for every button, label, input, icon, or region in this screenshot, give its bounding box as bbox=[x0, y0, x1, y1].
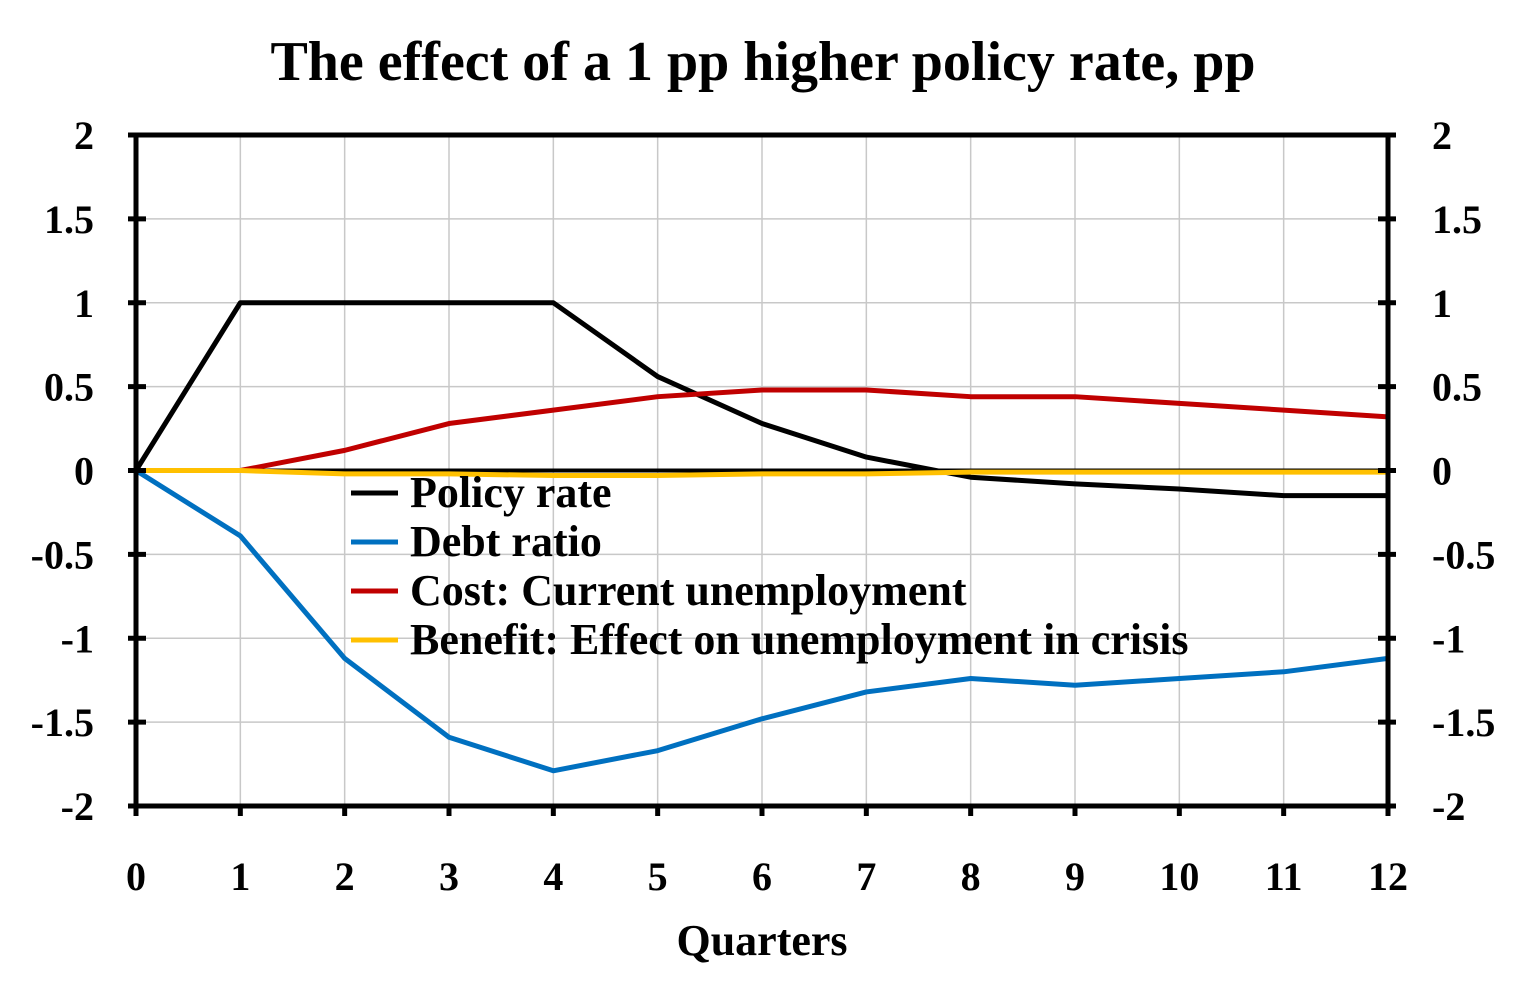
legend-label: Cost: Current unemployment bbox=[410, 566, 967, 615]
debt-ratio-line bbox=[134, 468, 1389, 774]
left-y-tick-label: -0.5 bbox=[31, 532, 94, 577]
right-y-tick-label: 1.5 bbox=[1432, 197, 1482, 242]
right-y-tick-label: -1.5 bbox=[1432, 700, 1495, 745]
x-axis-title: Quarters bbox=[676, 916, 847, 965]
right-y-tick-label: -0.5 bbox=[1432, 532, 1495, 577]
right-y-tick-label: 0.5 bbox=[1432, 365, 1482, 410]
legend-policy-rate: Policy rate bbox=[351, 468, 612, 517]
series-lines bbox=[133, 300, 1389, 774]
x-tick-label: 3 bbox=[439, 854, 459, 899]
left-y-tick-label: -2 bbox=[61, 784, 94, 829]
x-tick-label: 2 bbox=[335, 854, 355, 899]
benefit-crisis-line bbox=[136, 468, 1388, 479]
left-y-tick-label: 0 bbox=[74, 449, 94, 494]
right-y-tick-label: 0 bbox=[1432, 449, 1452, 494]
x-tick-label: 7 bbox=[856, 854, 876, 899]
left-y-tick-label: -1.5 bbox=[31, 700, 94, 745]
policy-rate-line bbox=[133, 300, 1388, 499]
axis-ticks bbox=[128, 132, 1396, 816]
left-y-tick-label: 0.5 bbox=[44, 365, 94, 410]
x-axis-labels: 0 1 2 3 4 5 6 7 8 9 10 11 12 bbox=[126, 854, 1408, 899]
x-tick-label: 10 bbox=[1159, 854, 1199, 899]
right-y-tick-label: -2 bbox=[1432, 784, 1465, 829]
x-tick-label: 0 bbox=[126, 854, 146, 899]
x-tick-label: 1 bbox=[230, 854, 250, 899]
legend-benefit: Benefit: Effect on unemployment in crisi… bbox=[351, 615, 1188, 664]
legend-debt-ratio: Debt ratio bbox=[351, 517, 602, 566]
chart-title: The effect of a 1 pp higher policy rate,… bbox=[270, 31, 1255, 93]
x-tick-label: 4 bbox=[543, 854, 563, 899]
legend-label: Policy rate bbox=[410, 468, 612, 517]
right-y-tick-label: 1 bbox=[1432, 281, 1452, 326]
left-y-tick-label: -1 bbox=[61, 616, 94, 661]
x-tick-label: 8 bbox=[961, 854, 981, 899]
right-y-tick-label: -1 bbox=[1432, 616, 1465, 661]
right-y-axis-labels: 2 1.5 1 0.5 0 -0.5 -1 -1.5 -2 bbox=[1432, 113, 1495, 829]
cost-unemployment-line bbox=[136, 387, 1389, 473]
legend-label: Debt ratio bbox=[410, 517, 602, 566]
legend-cost: Cost: Current unemployment bbox=[351, 566, 967, 615]
left-y-tick-label: 1 bbox=[74, 281, 94, 326]
x-tick-label: 12 bbox=[1368, 854, 1408, 899]
x-tick-label: 11 bbox=[1265, 854, 1303, 899]
x-tick-label: 5 bbox=[648, 854, 668, 899]
x-tick-label: 9 bbox=[1065, 854, 1085, 899]
right-y-tick-label: 2 bbox=[1432, 113, 1452, 158]
left-y-axis-labels: 2 1.5 1 0.5 0 -0.5 -1 -1.5 -2 bbox=[31, 113, 94, 829]
x-tick-label: 6 bbox=[752, 854, 772, 899]
left-y-tick-label: 2 bbox=[74, 113, 94, 158]
legend-label: Benefit: Effect on unemployment in crisi… bbox=[410, 615, 1188, 664]
left-y-tick-label: 1.5 bbox=[44, 197, 94, 242]
